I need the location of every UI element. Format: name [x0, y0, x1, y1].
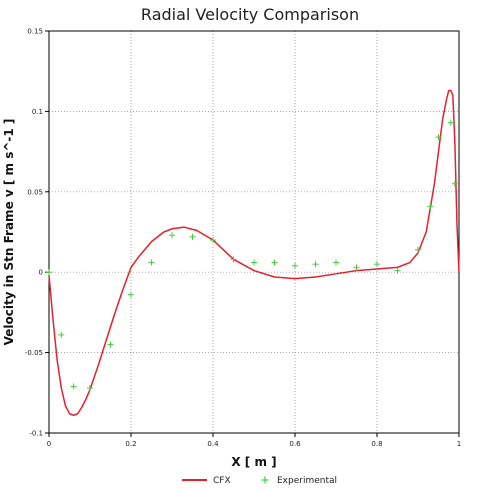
data-point-experimental: [333, 259, 339, 266]
data-point-experimental: [148, 259, 155, 266]
y-tick-label: 0.1: [32, 108, 43, 116]
data-point-experimental: [58, 331, 65, 338]
data-point-experimental: [394, 267, 401, 274]
data-point-experimental: [70, 383, 77, 390]
data-point-experimental: [210, 237, 216, 244]
y-tick-label: 0: [39, 269, 43, 277]
data-point-experimental: [251, 259, 257, 266]
data-point-experimental: [107, 341, 114, 348]
data-point-experimental: [353, 264, 360, 271]
data-point-experimental: [427, 203, 434, 210]
legend-label: CFX: [213, 476, 231, 486]
data-point-experimental: [87, 384, 93, 391]
data-point-experimental: [374, 261, 380, 268]
x-tick-label: 1: [457, 440, 461, 448]
x-axis-label: X [ m ]: [231, 455, 276, 469]
data-point-experimental: [312, 261, 319, 268]
data-point-experimental: [169, 232, 175, 239]
y-axis-label: Velocity in Stn Frame v [ m s^-1 ]: [2, 119, 16, 346]
data-point-experimental: [435, 134, 442, 141]
y-tick-label: -0.05: [25, 349, 43, 357]
y-tick-label: -0.1: [29, 430, 43, 438]
data-point-experimental: [415, 246, 421, 253]
x-tick-label: 0.8: [371, 440, 382, 448]
legend: CFX Experimental: [182, 476, 337, 486]
data-point-experimental: [230, 256, 237, 263]
ticks-layer: 0 0.2 0.4 0.6 0.8 1 -0.1 -0.05 0 0.05 0.1 0.15: [25, 28, 461, 449]
data-point-experimental: [292, 262, 298, 269]
plot-frame: [48, 30, 460, 434]
legend-item-experimental: Experimental: [261, 476, 337, 486]
y-tick-label: 0.15: [27, 28, 43, 36]
data-point-experimental: [271, 259, 278, 266]
legend-item-cfx: CFX: [182, 476, 231, 486]
data-point-experimental: [128, 291, 134, 298]
chart-title: Radial Velocity Comparison: [141, 5, 359, 24]
series-layer: [46, 89, 460, 417]
x-tick-label: 0: [47, 440, 51, 448]
x-tick-label: 0.6: [289, 440, 301, 448]
x-tick-label: 0.2: [125, 440, 136, 448]
legend-label: Experimental: [277, 476, 337, 486]
data-point-experimental: [46, 269, 52, 276]
legend-swatch: [261, 476, 269, 484]
data-point-experimental: [451, 180, 458, 187]
grid-layer: [49, 31, 459, 433]
data-point-experimental: [189, 233, 196, 240]
data-point-experimental: [447, 119, 454, 126]
y-tick-label: 0.05: [27, 188, 43, 196]
x-tick-label: 0.4: [207, 440, 219, 448]
